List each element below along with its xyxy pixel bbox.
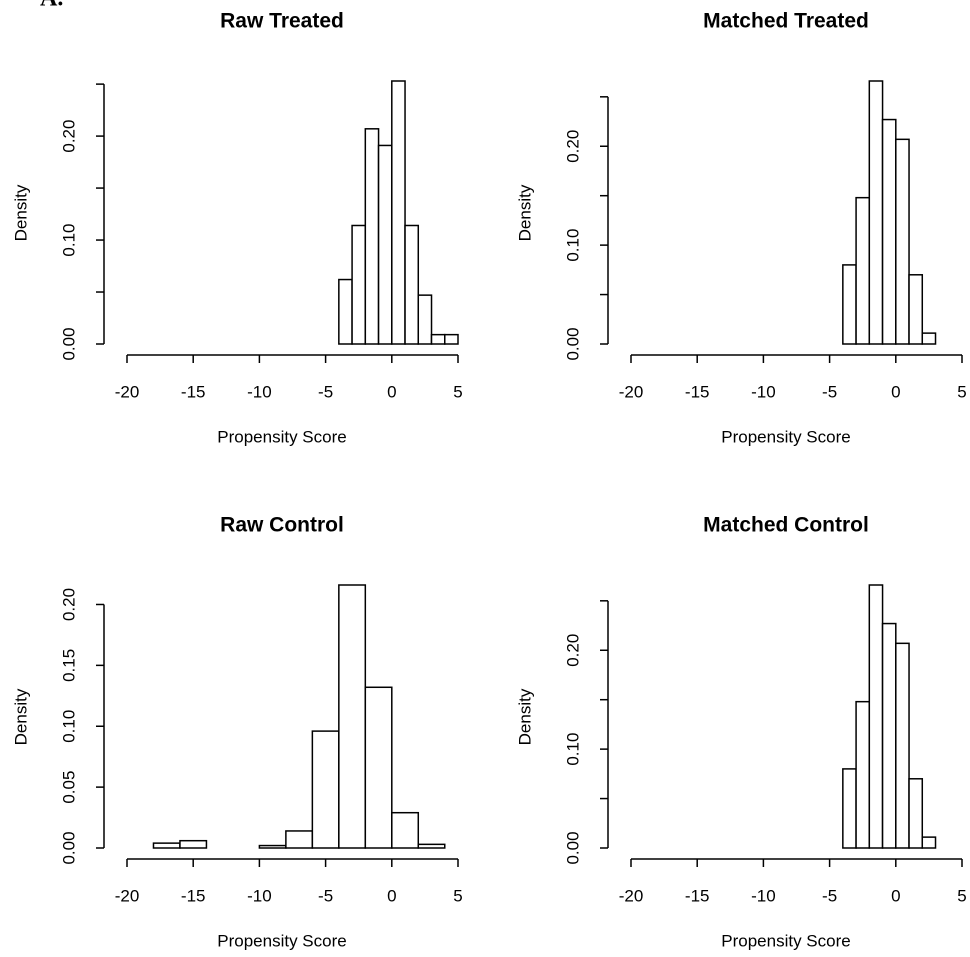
bar: [855, 196, 871, 345]
x-tick-label: -10: [751, 382, 776, 401]
bar: [152, 842, 181, 849]
y-tick-label: 0.05: [59, 771, 78, 804]
bar: [895, 138, 910, 345]
panel-label: A.: [40, 0, 63, 12]
bar: [377, 144, 393, 345]
bar: [868, 80, 884, 345]
x-tick-label: 0: [387, 886, 396, 905]
y-tick-label: 0.10: [563, 229, 582, 262]
x-axis-label: Propensity Score: [721, 931, 850, 950]
x-tick-label: -15: [181, 382, 206, 401]
y-tick-label: 0.00: [59, 327, 78, 360]
bar: [417, 294, 433, 345]
x-tick-label: -20: [619, 382, 644, 401]
bar: [881, 622, 897, 849]
bar: [391, 80, 406, 345]
y-tick-label: 0.00: [563, 327, 582, 360]
y-tick-label: 0.10: [563, 733, 582, 766]
x-tick-label: -5: [318, 886, 333, 905]
bar: [179, 839, 208, 849]
y-tick-label: 0.20: [59, 588, 78, 621]
bar: [338, 278, 353, 345]
x-tick-label: -15: [685, 382, 710, 401]
bar: [351, 224, 367, 345]
bar: [404, 224, 420, 345]
x-tick-label: 0: [891, 886, 900, 905]
bar: [258, 844, 287, 849]
chart-title: Raw Control: [220, 514, 344, 537]
bar: [364, 686, 393, 849]
chart-title: Matched Treated: [703, 10, 869, 33]
y-axis-label: Density: [515, 184, 534, 241]
bar: [908, 778, 924, 849]
x-tick-label: -20: [115, 382, 140, 401]
chart-title: Raw Treated: [220, 10, 344, 33]
y-tick-label: 0.20: [563, 130, 582, 163]
x-tick-label: -20: [115, 886, 140, 905]
x-tick-label: -10: [751, 886, 776, 905]
x-tick-label: -10: [247, 382, 272, 401]
x-tick-label: -5: [822, 886, 837, 905]
bar: [842, 768, 857, 849]
y-tick-label: 0.10: [59, 710, 78, 743]
y-axis-label: Density: [11, 688, 30, 745]
bar: [444, 333, 459, 345]
x-axis-label: Propensity Score: [217, 931, 346, 950]
bar: [895, 642, 910, 849]
y-axis-label: Density: [515, 688, 534, 745]
x-tick-label: -15: [181, 886, 206, 905]
x-tick-label: 5: [957, 382, 966, 401]
x-tick-label: -10: [247, 886, 272, 905]
bar: [430, 333, 446, 345]
y-tick-label: 0.20: [59, 120, 78, 153]
bar: [842, 264, 857, 345]
x-tick-label: -15: [685, 886, 710, 905]
x-axis-label: Propensity Score: [721, 427, 850, 446]
y-axis-label: Density: [11, 184, 30, 241]
bar: [391, 811, 420, 849]
bar: [881, 118, 897, 345]
bar: [868, 584, 884, 849]
chart-title: Matched Control: [703, 514, 869, 537]
bar: [338, 584, 367, 849]
x-tick-label: -20: [619, 886, 644, 905]
bar: [855, 700, 871, 849]
bar: [417, 843, 446, 849]
y-tick-label: 0.00: [59, 831, 78, 864]
bar: [921, 332, 937, 345]
y-tick-label: 0.20: [563, 634, 582, 667]
x-tick-label: -5: [822, 382, 837, 401]
x-tick-label: 0: [387, 382, 396, 401]
x-axis-label: Propensity Score: [217, 427, 346, 446]
x-tick-label: 5: [453, 382, 462, 401]
x-tick-label: 0: [891, 382, 900, 401]
bar: [364, 128, 380, 345]
y-tick-label: 0.10: [59, 224, 78, 257]
x-tick-label: 5: [453, 886, 462, 905]
y-tick-label: 0.00: [563, 831, 582, 864]
bar: [908, 274, 924, 345]
bar: [285, 830, 314, 849]
x-tick-label: -5: [318, 382, 333, 401]
y-tick-label: 0.15: [59, 649, 78, 682]
bar: [921, 836, 937, 849]
bar: [311, 730, 340, 849]
x-tick-label: 5: [957, 886, 966, 905]
